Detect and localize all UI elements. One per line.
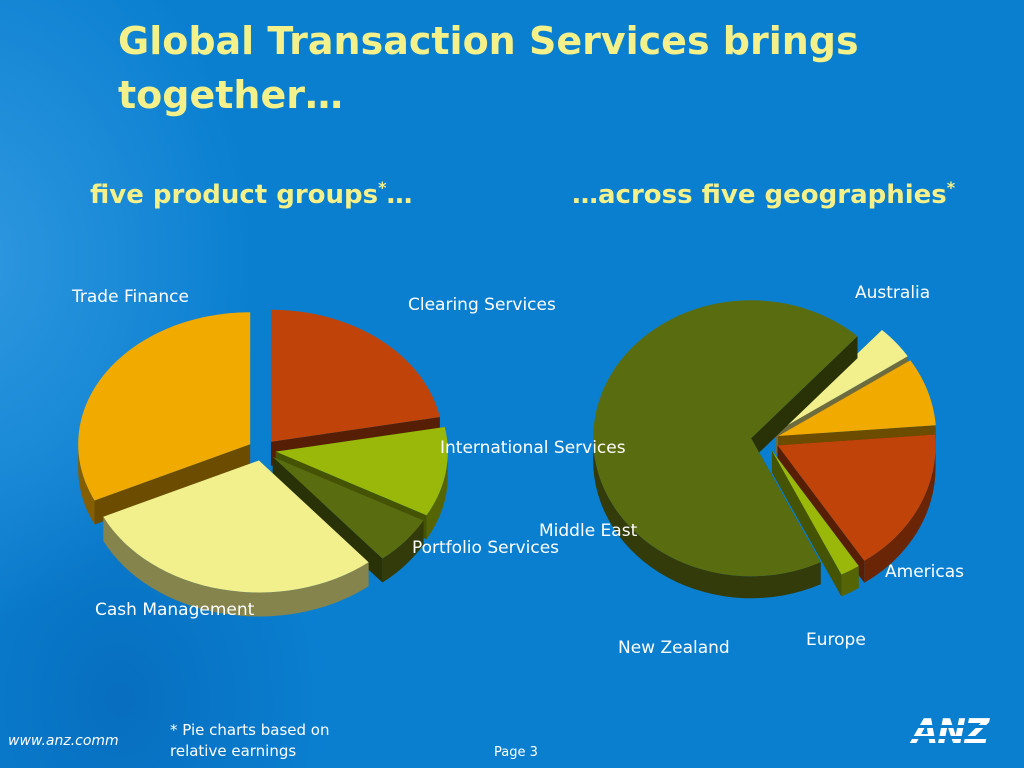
right-chart-subtitle: …across five geographies* — [572, 178, 956, 210]
anz-logo: ANZ — [908, 712, 993, 752]
slice-rim-new-zealand-0 — [864, 445, 936, 583]
slice-new-zealand — [777, 434, 936, 561]
footnote-line-1: * Pie charts based on — [170, 721, 330, 739]
slice-rim-trade-finance-0 — [78, 444, 95, 525]
slice-label-trade-finance: Trade Finance — [72, 285, 189, 309]
slice-label-cash-management: Cash Management — [95, 598, 254, 622]
left-subtitle-asterisk: * — [378, 178, 387, 197]
label-text: New Zealand — [618, 638, 730, 658]
slice-rim-portfolio-services-0 — [382, 520, 424, 583]
slice-wall-australia-1 — [751, 336, 858, 461]
slice-label-international-services: International Services — [440, 436, 626, 460]
page-number: Page 3 — [494, 745, 538, 760]
label-text: International Services — [440, 438, 626, 458]
geographies-pie — [593, 300, 936, 599]
slice-label-clearing-services: Clearing Services — [408, 293, 556, 317]
product-groups-pie — [78, 309, 448, 617]
slice-wall-middle-east-1 — [771, 450, 842, 597]
slice-australia — [593, 300, 858, 577]
logo-stripe — [908, 725, 993, 728]
slice-rim-australia-0 — [593, 438, 821, 599]
slice-label-europe: Europe — [806, 628, 866, 652]
slice-rim-international-services-0 — [426, 451, 448, 540]
label-text: Portfolio Services — [412, 538, 560, 558]
page-title: Global Transaction Services brings toget… — [118, 19, 859, 117]
right-subtitle-text: …across five geographies — [572, 180, 947, 210]
footnote: * Pie charts based on relative earnings — [170, 720, 329, 762]
left-chart-subtitle: five product groups*… — [90, 178, 413, 210]
label-text: Europe — [806, 630, 866, 650]
footnote-line-2: relative earnings — [170, 742, 297, 760]
slice-clearing-services — [270, 309, 440, 442]
slice-europe — [778, 360, 936, 437]
label-text: Clearing Services — [408, 295, 556, 315]
label-text: Trade Finance — [72, 287, 189, 307]
label-text: Middle East — [539, 521, 638, 541]
slice-wall-trade-finance-0 — [94, 444, 251, 525]
right-subtitle-asterisk: * — [946, 178, 956, 197]
slice-label-portfolio-services: Portfolio Services — [412, 536, 559, 560]
left-subtitle-text: five product groups — [90, 180, 379, 210]
label-text: Americas — [885, 562, 964, 582]
slice-rim-cash-management-0 — [103, 516, 369, 617]
slice-cash-management — [103, 460, 369, 593]
website-url[interactable]: www.anz.comm — [8, 733, 119, 749]
slice-portfolio-services — [272, 456, 424, 559]
logo-text: ANZ — [912, 712, 989, 752]
slice-rim-middle-east-0 — [841, 565, 859, 597]
slice-middle-east — [771, 450, 859, 575]
logo-stripe — [908, 736, 993, 739]
left-subtitle-ellipsis: … — [386, 180, 413, 210]
label-text: Cash Management — [95, 600, 255, 620]
slice-label-americas: Americas — [885, 560, 964, 584]
slice-label-new-zealand: New Zealand — [618, 636, 730, 660]
slice-americas — [775, 329, 908, 433]
slice-label-australia: Australia — [855, 281, 930, 305]
label-text: Australia — [855, 283, 931, 303]
slice-trade-finance — [78, 312, 251, 501]
slice-international-services — [275, 426, 448, 516]
slice-label-middle-east: Middle East — [539, 519, 637, 543]
